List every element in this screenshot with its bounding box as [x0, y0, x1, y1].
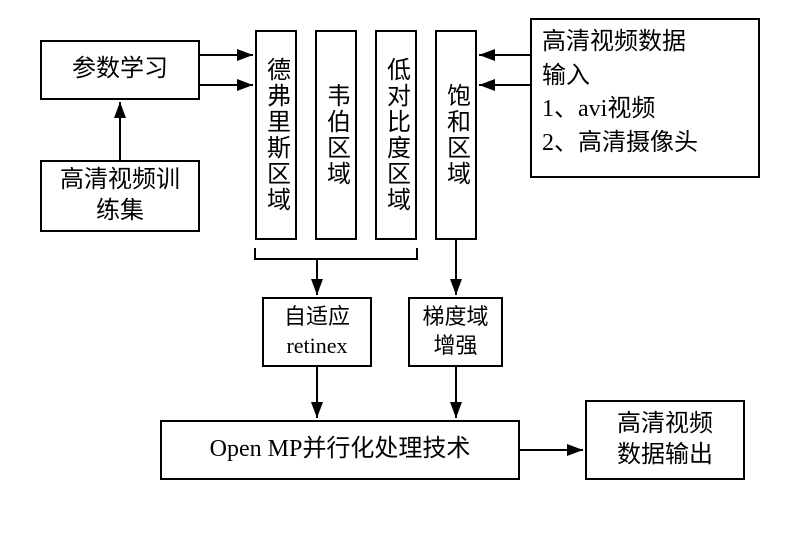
saturation-label: 饱和区域 — [439, 83, 474, 187]
param-learn-label: 参数学习 — [72, 54, 168, 85]
weber-box: 韦伯区域 — [315, 30, 357, 240]
lowcontrast-box: 低对比度区域 — [375, 30, 417, 240]
retinex-label: 自适应 retinex — [284, 303, 350, 360]
retinex-box: 自适应 retinex — [262, 297, 372, 367]
output-box: 高清视频 数据输出 — [585, 400, 745, 480]
train-set-label: 高清视频训 练集 — [60, 165, 180, 227]
weber-label: 韦伯区域 — [319, 83, 354, 187]
input-line-3: 2、高清摄像头 — [542, 127, 748, 161]
openmp-box: Open MP并行化处理技术 — [160, 420, 520, 480]
gradient-label: 梯度域 增强 — [422, 303, 488, 360]
train-set-box: 高清视频训 练集 — [40, 160, 200, 232]
input-line-0: 高清视频数据 — [542, 26, 748, 60]
openmp-label: Open MP并行化处理技术 — [210, 434, 471, 465]
devries-label: 德弗里斯区域 — [259, 57, 294, 213]
gradient-box: 梯度域 增强 — [408, 297, 503, 367]
input-box: 高清视频数据 输入 1、avi视频 2、高清摄像头 — [530, 18, 760, 178]
input-line-2: 1、avi视频 — [542, 93, 748, 127]
lowcontrast-label: 低对比度区域 — [379, 57, 414, 213]
saturation-box: 饱和区域 — [435, 30, 477, 240]
input-line-1: 输入 — [542, 60, 748, 94]
output-label: 高清视频 数据输出 — [617, 409, 713, 471]
devries-box: 德弗里斯区域 — [255, 30, 297, 240]
param-learn-box: 参数学习 — [40, 40, 200, 100]
